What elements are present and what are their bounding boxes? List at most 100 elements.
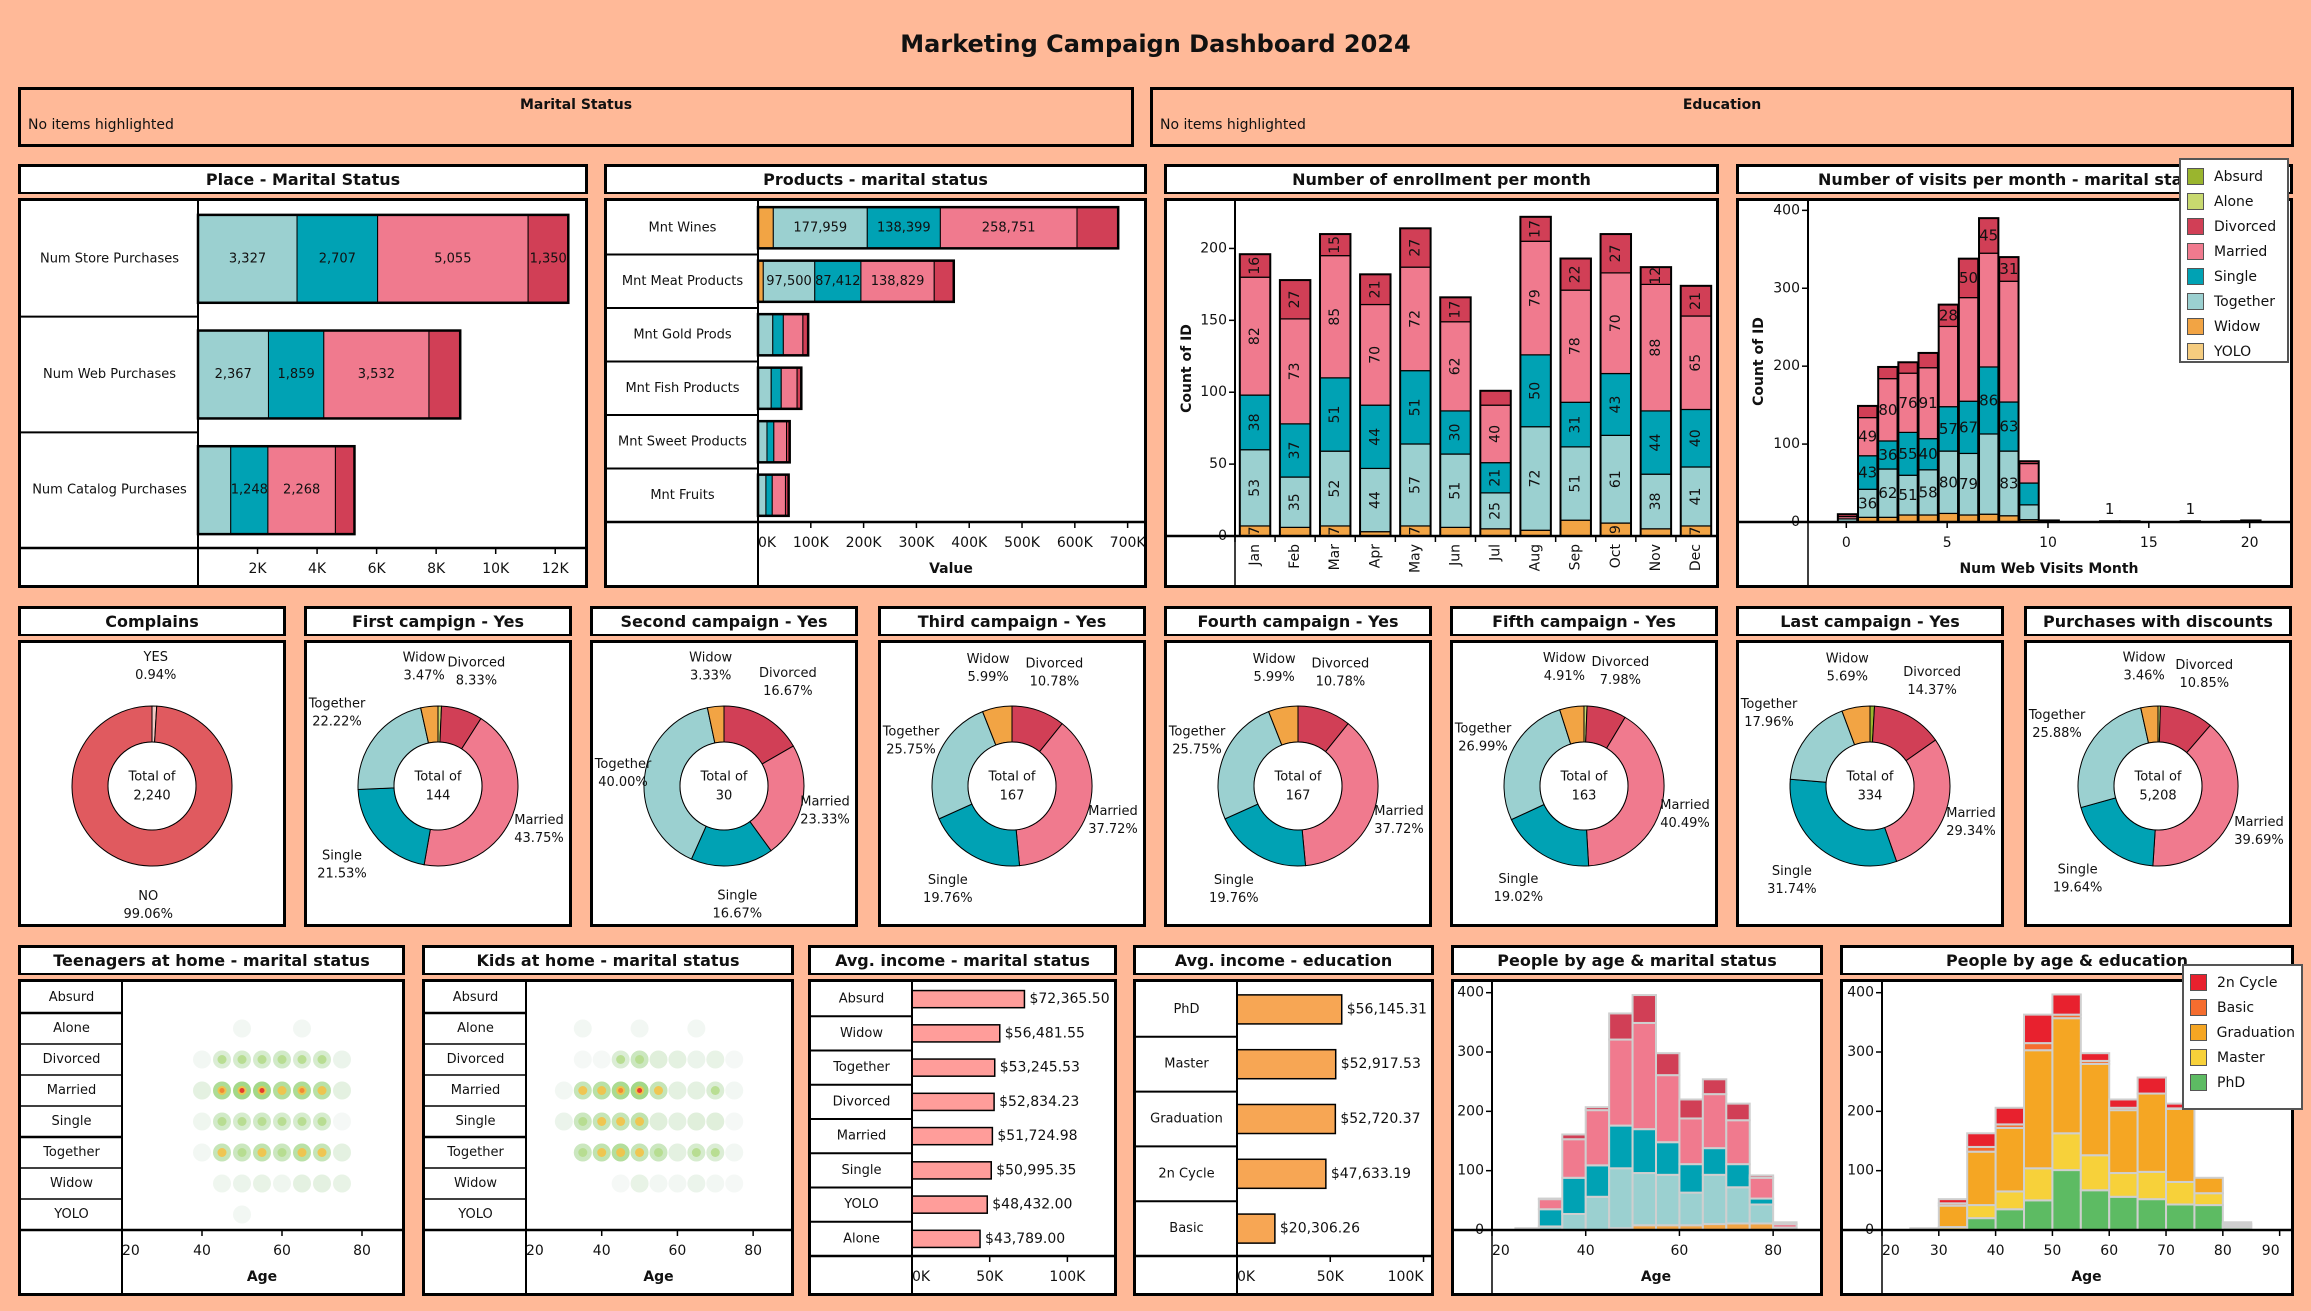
bar-segment-single[interactable] (772, 313, 784, 356)
bar-segment-married[interactable] (1725, 1119, 1751, 1166)
bar-segment-divorced[interactable] (1076, 206, 1119, 249)
density-dot[interactable] (649, 1143, 668, 1162)
density-dot[interactable] (293, 1050, 311, 1069)
bar-segment-divorced[interactable] (1701, 1078, 1728, 1096)
bar-segment-single[interactable] (1701, 1147, 1728, 1176)
bar-segment-2n-cycle[interactable] (2079, 1052, 2111, 1062)
density-dot[interactable] (611, 1174, 630, 1193)
bar-widow[interactable] (911, 1024, 1001, 1043)
density-dot[interactable] (649, 1081, 668, 1100)
stacked-bar[interactable] (1998, 256, 2020, 523)
bar-segment-2n-cycle[interactable] (2221, 1221, 2253, 1226)
bar-segment-single[interactable] (1725, 1163, 1751, 1189)
bar-segment-married[interactable] (377, 214, 529, 304)
density-dot[interactable] (293, 1112, 311, 1131)
density-dot[interactable] (668, 1050, 687, 1069)
density-dot[interactable] (213, 1112, 231, 1131)
stacked-bar-num-store-purchases[interactable] (197, 214, 569, 304)
bar-segment-married[interactable] (1608, 1038, 1634, 1127)
bar-segment-married[interactable] (1599, 272, 1632, 375)
density-dot[interactable] (253, 1050, 271, 1069)
legend-item-yolo[interactable]: YOLO (2187, 339, 2281, 364)
bar-segment-divorced[interactable] (1857, 405, 1878, 419)
density-dot[interactable] (592, 1050, 611, 1069)
bar-segment-divorced[interactable] (1917, 352, 1939, 369)
stacked-bar[interactable] (2165, 1102, 2196, 1231)
density-dot[interactable] (687, 1081, 706, 1100)
density-dot[interactable] (706, 1050, 725, 1069)
bar-segment-together[interactable] (757, 367, 772, 410)
bar-segment-master[interactable] (2023, 1167, 2054, 1202)
density-dot[interactable] (333, 1143, 351, 1162)
bar-segment-divorced[interactable] (933, 260, 955, 303)
stacked-bar-num-web-purchases[interactable] (197, 330, 461, 419)
bar-segment-phd[interactable] (2108, 1195, 2139, 1231)
bar-segment-phd[interactable] (2023, 1199, 2054, 1232)
bar-absurd[interactable] (911, 989, 1026, 1009)
bar-segment-phd[interactable] (2051, 1169, 2082, 1231)
bar-segment-together[interactable] (772, 206, 868, 249)
bar-segment-married[interactable] (773, 420, 788, 463)
bar-segment-single[interactable] (296, 214, 379, 304)
stacked-bar[interactable] (1439, 296, 1472, 537)
stacked-bar[interactable] (1678, 1098, 1704, 1231)
legend-item-widow[interactable]: Widow (2187, 314, 2281, 339)
bar-segment-graduation[interactable] (2136, 1092, 2168, 1173)
bar-segment-married[interactable] (1748, 1176, 1775, 1200)
density-dot[interactable] (573, 1019, 592, 1038)
bar-segment-graduation[interactable] (2023, 1049, 2054, 1170)
bar-segment-divorced[interactable] (1608, 1012, 1634, 1041)
bar-segment-divorced[interactable] (428, 330, 461, 419)
bar-segment-single[interactable] (1678, 1163, 1704, 1194)
bar-segment-together[interactable] (762, 260, 816, 303)
bar-segment-master[interactable] (2051, 1132, 2082, 1172)
stacked-bar[interactable] (2193, 1176, 2224, 1232)
stacked-bar[interactable] (1938, 304, 1959, 523)
stacked-bar[interactable] (1877, 366, 1899, 523)
density-dot[interactable] (725, 1143, 744, 1162)
bar-segment-divorced[interactable] (1479, 390, 1512, 406)
bar-segment-divorced[interactable] (1359, 273, 1392, 306)
bar-segment-together[interactable] (1519, 426, 1552, 531)
stacked-bar[interactable] (1966, 1132, 1997, 1232)
bar-segment-single[interactable] (1439, 410, 1472, 455)
density-dot[interactable] (273, 1050, 291, 1069)
density-dot[interactable] (233, 1081, 251, 1100)
bar-segment-master[interactable] (2136, 1170, 2168, 1201)
density-dot[interactable] (611, 1081, 630, 1100)
bar-segment-divorced[interactable] (1772, 1221, 1798, 1226)
stacked-bar[interactable] (2136, 1076, 2168, 1232)
bar-segment-divorced[interactable] (1599, 233, 1632, 274)
density-dot[interactable] (193, 1081, 211, 1100)
bar-segment-graduation[interactable] (1966, 1150, 1997, 1207)
density-dot[interactable] (592, 1112, 611, 1131)
density-dot[interactable] (313, 1174, 331, 1193)
density-dot[interactable] (193, 1143, 211, 1162)
density-dot[interactable] (213, 1143, 231, 1162)
density-dot[interactable] (573, 1143, 592, 1162)
stacked-bar[interactable] (1479, 390, 1512, 537)
bar-segment-single[interactable] (1537, 1208, 1564, 1228)
density-dot[interactable] (313, 1050, 331, 1069)
bar-segment-married[interactable] (267, 445, 336, 535)
stacked-bar[interactable] (1857, 405, 1878, 523)
bar-segment-single[interactable] (1608, 1124, 1634, 1170)
density-dot[interactable] (293, 1143, 311, 1162)
bar-segment-single[interactable] (766, 420, 775, 463)
density-dot[interactable] (273, 1081, 291, 1100)
legend-item-single[interactable]: Single (2187, 264, 2281, 289)
bar-segment-master[interactable] (1966, 1204, 1997, 1220)
density-dot[interactable] (333, 1050, 351, 1069)
bar-segment-together[interactable] (1655, 1173, 1681, 1227)
bar-segment-single[interactable] (1584, 1164, 1611, 1198)
bar-segment-phd[interactable] (2193, 1204, 2224, 1232)
bar-basic[interactable] (1236, 1213, 1276, 1244)
stacked-bar-mnt-fish-products[interactable] (757, 367, 802, 410)
density-dot[interactable] (213, 1174, 231, 1193)
bar-segment-divorced[interactable] (334, 445, 355, 535)
stacked-bar[interactable] (1958, 258, 1979, 523)
bar-segment-2n-cycle[interactable] (2108, 1098, 2139, 1109)
bar-segment-single[interactable] (1559, 401, 1592, 448)
bar-segment-married[interactable] (1958, 297, 1979, 402)
bar-segment-2n-cycle[interactable] (2051, 993, 2082, 1016)
